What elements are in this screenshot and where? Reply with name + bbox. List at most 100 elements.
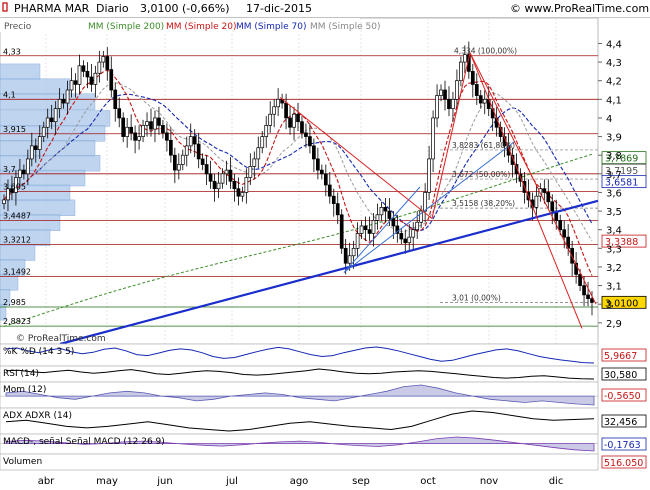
candle-body — [149, 121, 153, 130]
candle-body — [22, 169, 26, 175]
candle-body — [61, 98, 66, 104]
candle-body — [331, 195, 336, 204]
y-tick-label: 2,9 — [606, 319, 622, 330]
symbol-title: PHARMA MAR — [14, 2, 90, 15]
candle-body — [478, 95, 483, 104]
candle-body — [435, 95, 439, 119]
indicator-value-badge — [601, 367, 647, 381]
candle-body — [284, 102, 288, 119]
candle-body — [459, 61, 463, 82]
candle-body — [153, 117, 157, 130]
candle-body — [93, 72, 98, 85]
candle-body — [53, 108, 58, 123]
candle-body — [89, 76, 94, 85]
indicator-name: Mom (12) — [3, 385, 46, 395]
candle-body — [49, 117, 54, 123]
indicator-name: RSI (14) — [3, 369, 39, 379]
mm70-line — [3, 93, 593, 231]
price-legend: Precio — [4, 22, 32, 32]
x-tick-label: jul — [225, 476, 238, 487]
price-level-label: 3,1492 — [3, 267, 31, 276]
candle-body — [172, 154, 177, 171]
candle-body — [216, 182, 221, 190]
watermark: © ProRealTime.com — [16, 334, 106, 344]
candle-body — [482, 98, 487, 104]
indicator-name: MACD-, señal Señal MACD (12 26 9) — [3, 437, 165, 447]
candle-body — [312, 145, 316, 160]
candle-body — [236, 188, 241, 197]
indicator-value-badge — [601, 348, 647, 362]
legend-background — [0, 18, 360, 32]
indicator-value-badge — [601, 437, 647, 451]
candle-body — [57, 98, 62, 109]
candle-body — [578, 274, 582, 286]
indicator-value: 30,580 — [604, 370, 637, 381]
candle-body — [45, 117, 50, 128]
candle-body — [550, 201, 555, 212]
candle-body — [141, 125, 145, 137]
fib-label: 3,5158 (38,20%) — [452, 199, 515, 208]
indicator-value: -0,5650 — [604, 391, 641, 402]
candle-body — [228, 169, 233, 182]
candle-body — [542, 188, 547, 193]
y-tick-label: 3,2 — [606, 263, 622, 274]
main-trendline — [59, 199, 599, 346]
price-level-label: 4,1 — [3, 90, 16, 99]
candle-body — [29, 145, 34, 160]
y-tick-label: 3,7 — [606, 170, 622, 181]
candle-body — [18, 169, 22, 178]
candle-body — [272, 106, 277, 115]
indicator-panel — [0, 453, 599, 471]
x-tick-label: ago — [290, 476, 309, 487]
candle-body — [288, 117, 292, 128]
volume-profile-bar — [0, 63, 41, 81]
candle-body — [232, 180, 237, 190]
y-tick-label: 3,1 — [606, 282, 622, 293]
candle-body — [534, 195, 539, 208]
candle-body — [455, 80, 459, 100]
candle-body — [256, 147, 261, 160]
mm200-legend: MM (Simple 200) — [88, 22, 164, 32]
candle-body — [292, 113, 296, 128]
candle-body — [145, 121, 149, 126]
chart-header: PHARMA MAR Diario 3,0100 (-0,66%) 17-dic… — [0, 0, 650, 18]
candle-body — [451, 98, 455, 109]
x-tick-label: oct — [420, 476, 436, 487]
candle-body — [200, 158, 205, 165]
x-tick-label: jun — [156, 476, 172, 487]
candle-body — [37, 136, 42, 150]
value-badge — [601, 175, 647, 189]
candle-body — [443, 89, 447, 100]
y-tick-label: 3,3 — [606, 244, 622, 255]
indicator-value: 32,456 — [604, 417, 637, 428]
candle-body — [447, 98, 451, 109]
candle-body — [240, 192, 245, 197]
candle-body — [192, 136, 197, 145]
candle-body — [375, 214, 380, 221]
candle-body — [327, 184, 332, 197]
candle-body — [391, 218, 396, 227]
y-tick-label: 3,5 — [606, 207, 622, 218]
candle-body — [371, 220, 376, 234]
price-level-label: 3,7 — [3, 165, 16, 174]
candle-body — [97, 61, 102, 74]
indicator-area — [5, 384, 595, 406]
mm200-line — [3, 153, 593, 328]
candle-body — [439, 89, 443, 96]
candle-body — [276, 98, 280, 108]
indicator-line — [5, 410, 595, 432]
candle-body — [69, 80, 74, 91]
y-tick-label: 4,1 — [606, 95, 622, 106]
candle-body — [590, 298, 594, 303]
value-badge-text: 3,3388 — [605, 237, 638, 248]
value-badge-text: 3,7195 — [605, 166, 638, 177]
candle-body — [65, 89, 70, 104]
y-tick-label: 3,4 — [606, 226, 622, 237]
candle-body — [383, 207, 388, 212]
candle-body — [77, 65, 82, 85]
candle-body — [308, 136, 312, 147]
channel-line — [469, 52, 597, 305]
candle-body — [81, 65, 86, 72]
candle-body — [2, 199, 6, 204]
